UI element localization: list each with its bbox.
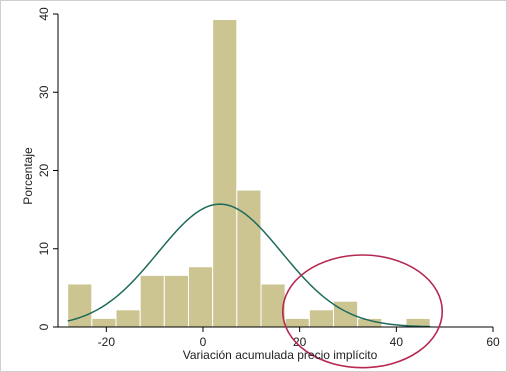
y-ticks-group: 0 10 20 30 40 xyxy=(37,7,58,330)
histogram-bar-5 xyxy=(163,274,189,328)
x-ticks-group: -20 0 20 40 60 xyxy=(98,327,500,349)
histogram-bar-6 xyxy=(188,266,214,328)
annotation-ellipse xyxy=(281,254,444,369)
x-axis-label: Variación acumulada precio implícito xyxy=(183,348,378,362)
y-tick-label: 10 xyxy=(37,242,51,256)
histogram-bar-8 xyxy=(236,189,262,328)
y-axis-label: Porcentaje xyxy=(21,147,35,205)
x-tick-label: 0 xyxy=(200,335,207,349)
histogram-bar-10 xyxy=(284,317,310,328)
histogram-bar-9 xyxy=(260,283,286,328)
normal-density-curve xyxy=(67,203,431,328)
histogram-bar-12 xyxy=(333,300,359,328)
histogram-bar-2 xyxy=(91,317,117,328)
y-tick-label: 0 xyxy=(37,323,51,330)
histogram-bar-7 xyxy=(212,18,238,328)
axes-group xyxy=(57,14,493,328)
x-tick-label: 60 xyxy=(486,335,500,349)
histogram-bar-3 xyxy=(115,309,141,328)
histogram-bar-11 xyxy=(308,309,335,328)
y-tick-label: 40 xyxy=(37,7,51,21)
x-tick-label: 40 xyxy=(390,335,404,349)
x-tick-label: -20 xyxy=(98,335,116,349)
histogram-bar-4 xyxy=(139,274,165,328)
x-tick-label: 20 xyxy=(293,335,307,349)
bars-group xyxy=(67,18,431,328)
y-tick-label: 20 xyxy=(37,164,51,178)
y-tick-label: 30 xyxy=(37,85,51,99)
